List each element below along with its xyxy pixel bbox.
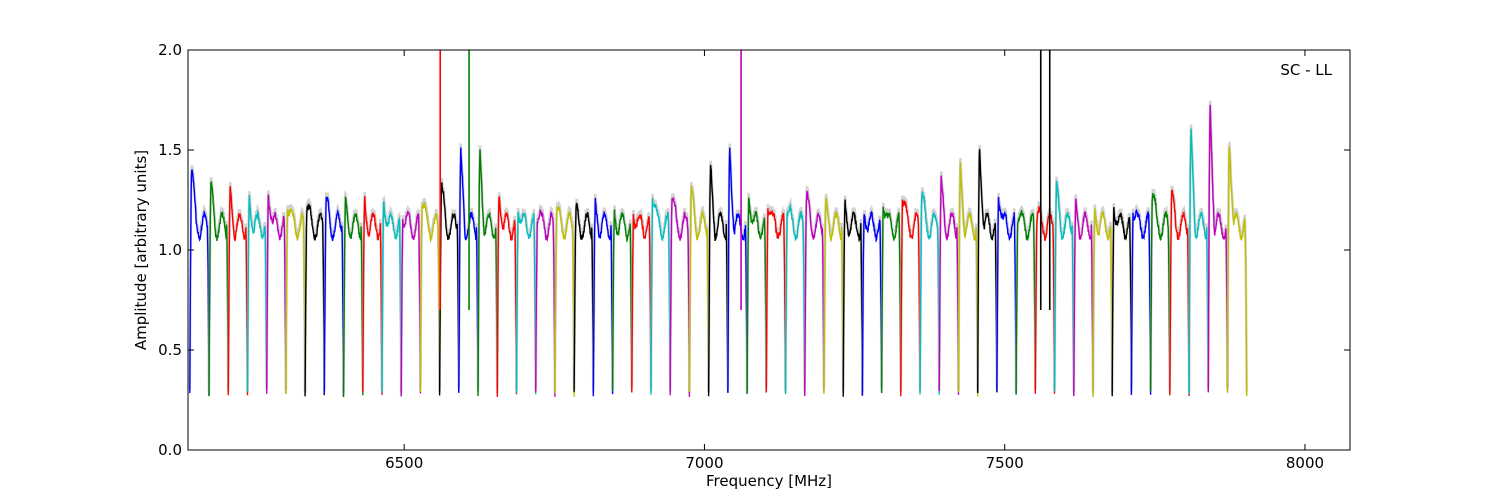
channel-trace [650,197,671,395]
channel-trace [1053,180,1075,396]
channel-trace [381,200,402,397]
channel-trace [400,210,422,397]
channel-trace [1034,205,1056,394]
channel-background-trace [1110,203,1133,393]
channel-trace [227,186,249,396]
channel-trace [1149,192,1171,396]
channel-trace [669,197,691,397]
channel-trace [611,209,633,393]
channel-trace [861,210,883,396]
channel-trace [1188,128,1210,395]
channel-trace [1207,104,1229,393]
channel-trace [880,206,902,394]
x-tick-label: 7000 [685,454,723,472]
y-tick-label: 1.0 [158,241,182,259]
channel-trace [727,147,748,394]
channel-trace [189,169,210,396]
channel-trace [1073,198,1094,397]
y-axis-title: Amplitude [arbitrary units] [132,150,150,350]
channel-trace [1015,209,1037,394]
channel-trace [554,205,575,397]
channel-trace [323,196,345,397]
y-tick-label: 0.0 [158,441,182,459]
channel-trace [1111,207,1133,397]
channel-trace [784,203,806,395]
channel-trace [823,197,844,394]
y-tick-label: 1.5 [158,141,182,159]
channel-background-trace [303,197,326,393]
channel-trace [285,208,306,396]
x-tick-label: 8000 [1286,454,1324,472]
x-axis-title: Frequency [MHz] [706,472,832,490]
channel-trace [746,196,767,394]
channel-trace [419,202,441,393]
x-tick-label: 6500 [385,454,423,472]
channel-trace [1226,146,1248,397]
channel-trace [592,197,614,397]
channel-trace [765,208,787,393]
channel-background-trace [380,195,403,393]
channel-background-trace [1130,203,1152,392]
channel-trace [977,149,998,394]
channel-trace [342,195,364,398]
channel-trace [438,182,460,396]
channel-background-trace [668,193,691,393]
channel-trace [535,208,556,397]
channel-trace [1130,208,1152,396]
channel-trace [631,213,652,393]
channel-trace [1169,189,1190,397]
channel-trace [1092,208,1113,398]
channel-trace [573,202,594,394]
channel-trace [688,185,710,393]
channel-trace [246,195,268,393]
channel-trace [804,190,825,397]
x-tick-label: 7500 [986,454,1024,472]
channel-trace [996,196,1017,395]
channel-trace [919,191,940,395]
channel-annotation: SC - LL [1280,61,1332,79]
channel-trace [362,196,383,395]
channel-trace [266,194,287,394]
channel-trace [208,181,229,397]
channel-trace [900,199,921,397]
channel-trace [477,149,498,397]
channel-trace [938,175,960,395]
channel-trace [496,196,518,397]
channel-trace [304,203,325,397]
y-tick-label: 0.5 [158,341,182,359]
channel-trace [842,199,864,397]
channel-trace [957,162,979,397]
channel-trace [515,211,537,395]
channel-background-trace [1014,205,1037,390]
channel-trace [707,164,729,397]
y-tick-label: 2.0 [158,41,182,59]
series-layer [188,50,1248,398]
ticks-layer: 6500 7000 7500 8000 0.0 0.5 1.0 1.5 2.0 [158,41,1350,472]
